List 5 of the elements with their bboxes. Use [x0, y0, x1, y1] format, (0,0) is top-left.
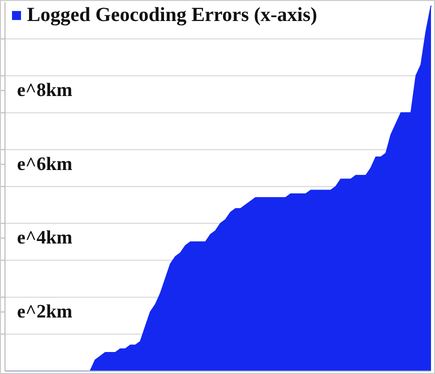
y-tick-label: e^8km — [17, 80, 73, 102]
legend-label: Logged Geocoding Errors (x-axis) — [12, 4, 318, 27]
y-tick-label: e^2km — [17, 301, 73, 322]
y-tick-label: e^4km — [17, 228, 73, 249]
y-tick-label: e^6km — [17, 154, 73, 175]
